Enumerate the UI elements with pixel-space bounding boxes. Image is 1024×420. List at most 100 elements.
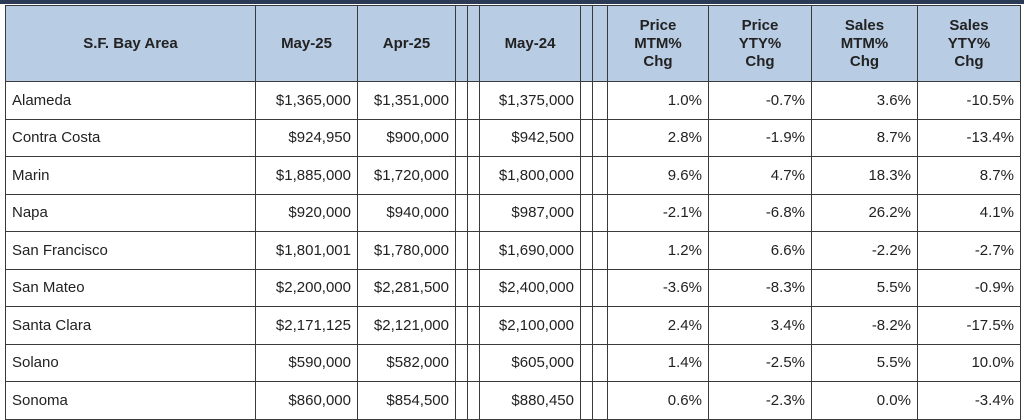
spacer-cell (592, 231, 608, 270)
table-row: Solano $590,000 $582,000 $605,000 1.4% -2.5% 5… (5, 343, 1021, 382)
table-row: Napa $920,000 $940,000 $987,000 -2.1% -6.8% 26… (5, 193, 1021, 232)
table-cell: 1.2% (607, 231, 709, 270)
spacer-cell (467, 381, 480, 420)
table-cell: $854,500 (357, 381, 456, 420)
table-cell: 4.7% (708, 156, 812, 195)
table-cell: $582,000 (357, 343, 456, 382)
spacer-cell (592, 81, 608, 120)
table-row: Santa Clara $2,171,125 $2,121,000 $2,100,00… (5, 306, 1021, 345)
spacer-cell (467, 5, 480, 82)
row-label: Napa (5, 193, 256, 232)
table-cell: $2,400,000 (479, 268, 581, 307)
spacer-cell (592, 381, 608, 420)
table-cell: $1,780,000 (357, 231, 456, 270)
table-cell: -8.2% (811, 306, 918, 345)
table-cell: $1,375,000 (479, 81, 581, 120)
table-cell: $900,000 (357, 118, 456, 157)
table-cell: $942,500 (479, 118, 581, 157)
spacer-cell (467, 81, 480, 120)
spacer-cell (455, 156, 468, 195)
column-header: Price MTM% Chg (607, 5, 709, 82)
spacer-cell (580, 81, 593, 120)
table-cell: 6.6% (708, 231, 812, 270)
spacer-cell (455, 231, 468, 270)
table-cell: 26.2% (811, 193, 918, 232)
table-cell: 0.0% (811, 381, 918, 420)
spacer-cell (467, 231, 480, 270)
row-label: San Francisco (5, 231, 256, 270)
spacer-cell (592, 268, 608, 307)
spacer-cell (592, 193, 608, 232)
table-cell: $880,450 (479, 381, 581, 420)
table-cell: -2.5% (708, 343, 812, 382)
table-cell: $590,000 (255, 343, 358, 382)
table-cell: 0.6% (607, 381, 709, 420)
row-label: Alameda (5, 81, 256, 120)
spacer-cell (580, 268, 593, 307)
table-row: Marin $1,885,000 $1,720,000 $1,800,000 9.6% 4… (5, 156, 1021, 195)
column-header: Sales MTM% Chg (811, 5, 918, 82)
table-cell: $1,690,000 (479, 231, 581, 270)
table-cell: 8.7% (917, 156, 1021, 195)
spacer-cell (455, 381, 468, 420)
spacer-cell (592, 306, 608, 345)
spacer-cell (580, 231, 593, 270)
spacer-cell (455, 343, 468, 382)
spacer-cell (592, 118, 608, 157)
column-header: Price YTY% Chg (708, 5, 812, 82)
table-cell: -10.5% (917, 81, 1021, 120)
table-cell: $605,000 (479, 343, 581, 382)
table-row: San Mateo $2,200,000 $2,281,500 $2,400,000 -… (5, 268, 1021, 307)
table-cell: 5.5% (811, 268, 918, 307)
spacer-cell (455, 306, 468, 345)
table-cell: $2,281,500 (357, 268, 456, 307)
table-cell: $1,885,000 (255, 156, 358, 195)
spacer-cell (580, 5, 593, 82)
table-cell: $2,171,125 (255, 306, 358, 345)
spacer-cell (467, 306, 480, 345)
spacer-cell (455, 5, 468, 82)
table-cell: $2,200,000 (255, 268, 358, 307)
table-cell: $987,000 (479, 193, 581, 232)
table-cell: -0.9% (917, 268, 1021, 307)
spacer-cell (455, 118, 468, 157)
table-cell: -2.2% (811, 231, 918, 270)
spacer-cell (467, 268, 480, 307)
spacer-cell (455, 193, 468, 232)
table-cell: 8.7% (811, 118, 918, 157)
header-row: S.F. Bay Area May-25 Apr-25 May-24 Price MTM… (5, 5, 1021, 82)
spacer-cell (580, 156, 593, 195)
table-cell: 9.6% (607, 156, 709, 195)
spacer-cell (467, 193, 480, 232)
table-row: Alameda $1,365,000 $1,351,000 $1,375,000 1.0… (5, 81, 1021, 120)
table-cell: $940,000 (357, 193, 456, 232)
table-cell: -17.5% (917, 306, 1021, 345)
column-header: May-24 (479, 5, 581, 82)
table-cell: 2.4% (607, 306, 709, 345)
table-cell: $2,100,000 (479, 306, 581, 345)
row-label: Sonoma (5, 381, 256, 420)
table-cell: -2.3% (708, 381, 812, 420)
row-label: Solano (5, 343, 256, 382)
row-label: Santa Clara (5, 306, 256, 345)
spacer-cell (467, 118, 480, 157)
spacer-cell (580, 381, 593, 420)
spacer-cell (580, 343, 593, 382)
spacer-cell (580, 193, 593, 232)
spacer-cell (467, 156, 480, 195)
table-cell: -0.7% (708, 81, 812, 120)
table-cell: -3.4% (917, 381, 1021, 420)
column-header: May-25 (255, 5, 358, 82)
column-header: Apr-25 (357, 5, 456, 82)
table-cell: 2.8% (607, 118, 709, 157)
table-cell: -2.1% (607, 193, 709, 232)
row-label: San Mateo (5, 268, 256, 307)
table-cell: 1.4% (607, 343, 709, 382)
spacer-cell (467, 343, 480, 382)
table-cell: -2.7% (917, 231, 1021, 270)
table-cell: $2,121,000 (357, 306, 456, 345)
table-cell: $1,365,000 (255, 81, 358, 120)
spacer-cell (455, 268, 468, 307)
table-cell: -6.8% (708, 193, 812, 232)
row-label: Marin (5, 156, 256, 195)
